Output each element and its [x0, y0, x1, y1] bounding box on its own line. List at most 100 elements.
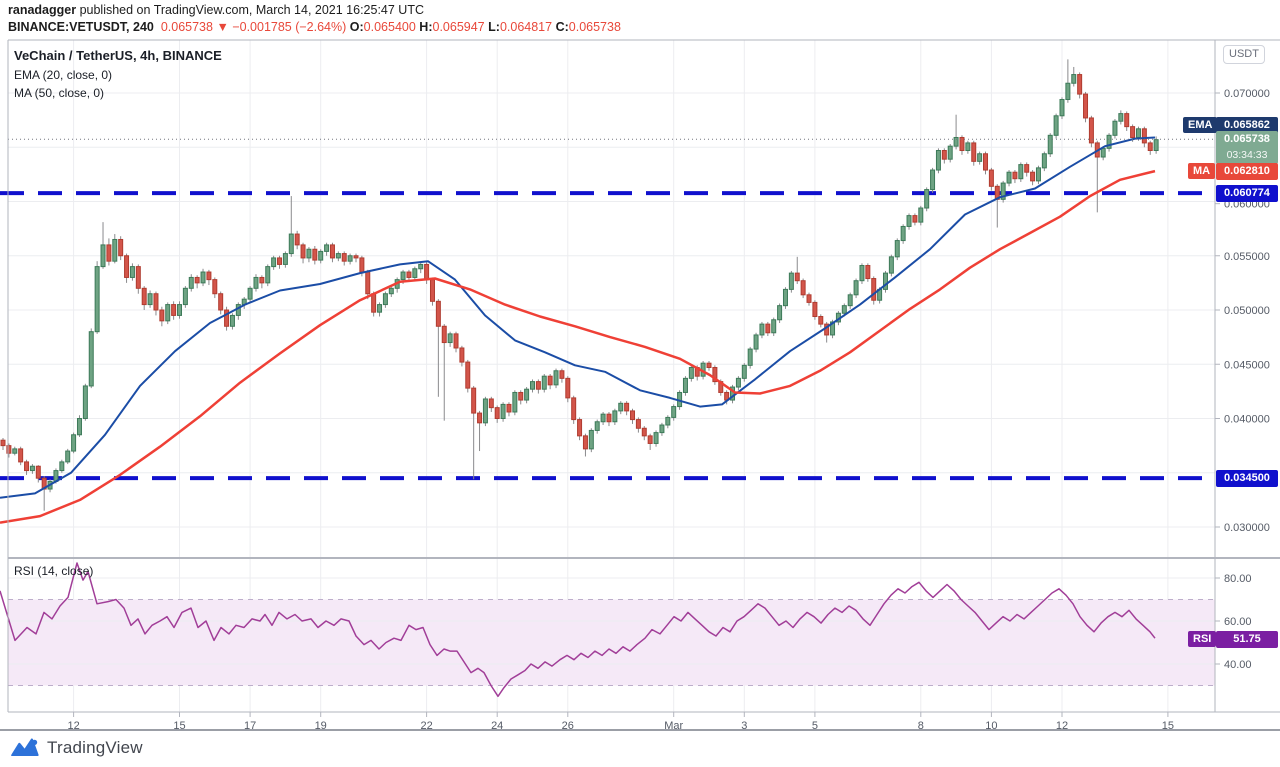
tradingview-branding[interactable]: TradingView — [10, 736, 143, 760]
close-label: C: — [555, 20, 569, 34]
candle-body — [635, 419, 641, 429]
candle-body — [806, 294, 812, 303]
candle-body — [830, 321, 836, 336]
candle-body — [941, 150, 947, 160]
high-value: 0.065947 — [432, 20, 485, 34]
candle-body — [535, 381, 541, 390]
price-axis-label: 0.045000 — [1224, 359, 1270, 371]
candle-body — [1124, 113, 1130, 128]
candle-body — [818, 316, 824, 325]
candle-body — [924, 189, 930, 209]
rsi-axis-label: 40.00 — [1224, 659, 1252, 671]
candle-body — [1012, 171, 1018, 180]
rsi-axis-label: 60.00 — [1224, 616, 1252, 628]
candle-body — [1030, 171, 1036, 182]
candle-body — [329, 244, 335, 259]
candle-body — [418, 263, 424, 270]
candle-body — [141, 287, 147, 306]
candle-body — [794, 272, 800, 282]
candle-body — [624, 402, 630, 412]
candle-body — [453, 333, 459, 349]
rsi-axis-label: 80.00 — [1224, 573, 1252, 585]
candle-body — [406, 271, 412, 278]
candle-body — [1018, 164, 1024, 180]
candle-body — [765, 323, 771, 334]
support-level-badge: 0.034500 — [1216, 470, 1278, 487]
candle-body — [953, 136, 959, 147]
candle-body — [983, 153, 989, 171]
candle-body — [882, 272, 888, 290]
candle-body — [106, 244, 112, 262]
price-axis-label: 0.040000 — [1224, 414, 1270, 426]
candle-body — [541, 375, 547, 390]
candle-body — [1112, 120, 1118, 136]
candle-body — [400, 271, 406, 281]
candle-body — [1071, 74, 1077, 84]
candle-body — [0, 439, 6, 447]
time-axis-label: 26 — [562, 720, 574, 732]
time-axis-label: 15 — [1162, 720, 1174, 732]
candle-body — [159, 309, 165, 322]
candle-body — [271, 257, 277, 268]
candle-body — [1106, 134, 1112, 149]
candle-body — [253, 276, 259, 289]
candle-body — [500, 403, 506, 419]
candle-body — [665, 416, 671, 426]
candle-body — [282, 253, 288, 265]
time-axis-label: 3 — [741, 720, 747, 732]
candle-body — [600, 413, 606, 423]
candle-body — [647, 435, 653, 444]
candle-body — [76, 418, 82, 436]
candle-body — [335, 253, 341, 259]
time-axis-label: 19 — [315, 720, 327, 732]
candle-body — [847, 294, 853, 307]
candle-body — [959, 136, 965, 152]
tradingview-logo-text: TradingView — [47, 738, 143, 757]
candle-body — [777, 305, 783, 321]
candle-body — [171, 304, 177, 316]
candle-body — [347, 255, 353, 262]
candle-body — [118, 238, 124, 257]
candle-body — [176, 304, 182, 316]
candle-body — [1035, 167, 1041, 182]
candle-body — [618, 402, 624, 412]
author-name: ranadagger — [8, 3, 77, 17]
ma-legend: MA (50, close, 0) — [14, 86, 105, 100]
candle-body — [571, 397, 577, 421]
candle-body — [477, 412, 483, 424]
candle-body — [65, 450, 71, 463]
candle-body — [753, 334, 759, 350]
candle-body — [377, 304, 383, 313]
candle-body — [1077, 74, 1083, 95]
candle-body — [506, 403, 512, 413]
time-axis-label: 10 — [985, 720, 997, 732]
candle-body — [524, 388, 530, 401]
candle-body — [412, 268, 418, 278]
candle-body — [441, 325, 447, 344]
chart-title: VeChain / TetherUS, 4h, BINANCE — [14, 48, 222, 63]
candle-body — [971, 142, 977, 162]
ema20-line — [0, 136, 1156, 499]
candle-body — [6, 445, 12, 454]
ema-value-badge: 0.065862 — [1216, 117, 1278, 134]
candle-body — [265, 266, 271, 284]
candle-body — [382, 293, 388, 306]
candle-body — [371, 293, 377, 313]
candle-body — [135, 266, 141, 289]
candle-body — [153, 293, 159, 311]
last-price-value: 0.065738 — [1224, 133, 1270, 145]
candle-body — [59, 461, 65, 472]
time-axis-label: 12 — [67, 720, 79, 732]
candle-body — [553, 370, 559, 386]
candle-body — [1088, 117, 1094, 144]
byline-text: published on TradingView.com, March 14, … — [76, 3, 424, 17]
candle-body — [88, 331, 94, 387]
candle-body — [200, 271, 206, 284]
candle-body — [930, 169, 936, 191]
candle-body — [294, 233, 300, 246]
candle-body — [324, 244, 330, 252]
last-price-badge: 0.065738 03:34:33 — [1216, 131, 1278, 164]
currency-usdt-button[interactable]: USDT — [1223, 45, 1265, 64]
candle-body — [247, 287, 253, 300]
